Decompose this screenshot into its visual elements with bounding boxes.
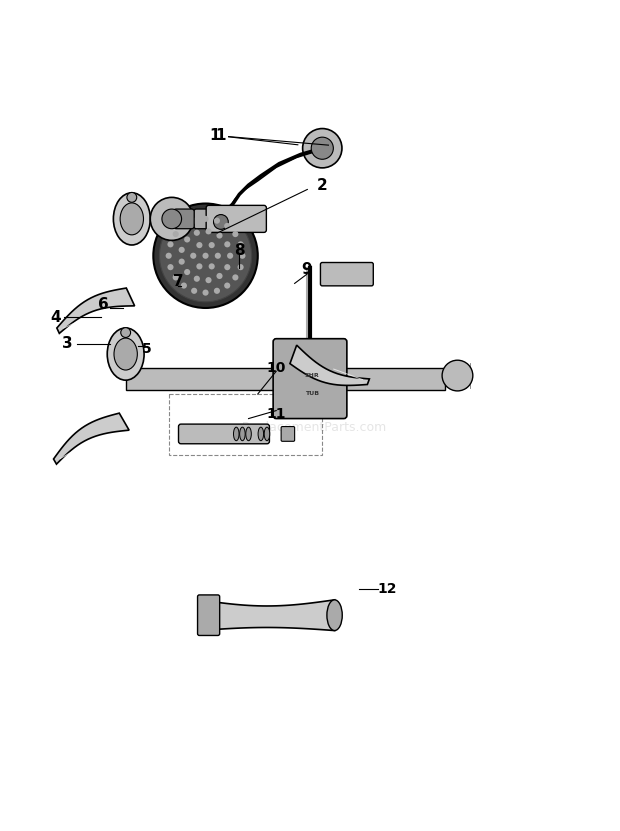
Text: 1: 1 — [216, 129, 226, 144]
Text: TUB: TUB — [305, 391, 319, 396]
Circle shape — [239, 253, 246, 258]
Circle shape — [224, 264, 231, 270]
Ellipse shape — [246, 427, 251, 440]
Polygon shape — [290, 345, 370, 386]
Ellipse shape — [120, 203, 143, 235]
Circle shape — [166, 253, 172, 258]
Circle shape — [207, 209, 234, 235]
Text: 6: 6 — [97, 297, 108, 312]
Text: 8: 8 — [234, 243, 245, 258]
Circle shape — [216, 233, 223, 238]
Ellipse shape — [258, 427, 264, 440]
Circle shape — [215, 253, 221, 258]
Circle shape — [153, 204, 258, 308]
Circle shape — [194, 229, 200, 236]
Ellipse shape — [240, 427, 245, 440]
Circle shape — [237, 241, 244, 248]
Circle shape — [203, 289, 208, 296]
FancyBboxPatch shape — [198, 595, 219, 636]
Circle shape — [167, 264, 174, 270]
Ellipse shape — [327, 600, 342, 631]
FancyBboxPatch shape — [194, 209, 223, 229]
FancyBboxPatch shape — [273, 339, 347, 419]
Polygon shape — [57, 288, 135, 333]
Circle shape — [216, 273, 223, 279]
Circle shape — [127, 193, 137, 202]
Circle shape — [224, 223, 230, 229]
Circle shape — [213, 214, 228, 229]
Circle shape — [181, 223, 187, 229]
Ellipse shape — [107, 328, 144, 380]
Circle shape — [172, 274, 179, 281]
Text: 1: 1 — [210, 129, 220, 144]
Circle shape — [197, 242, 203, 248]
Circle shape — [190, 253, 197, 258]
Circle shape — [194, 276, 200, 282]
Text: 5: 5 — [143, 342, 152, 356]
Text: 4: 4 — [50, 310, 61, 325]
FancyBboxPatch shape — [206, 205, 267, 233]
Circle shape — [224, 283, 230, 288]
Circle shape — [224, 241, 231, 248]
Circle shape — [214, 288, 220, 294]
Circle shape — [205, 277, 211, 283]
Circle shape — [208, 263, 215, 269]
Circle shape — [150, 198, 193, 240]
Text: 7: 7 — [172, 274, 183, 289]
Circle shape — [214, 218, 220, 224]
Circle shape — [237, 264, 244, 270]
Circle shape — [203, 216, 208, 222]
FancyBboxPatch shape — [179, 424, 270, 444]
Text: 10: 10 — [267, 361, 286, 375]
Text: 12: 12 — [377, 582, 397, 596]
Circle shape — [232, 274, 239, 281]
Circle shape — [311, 137, 334, 160]
Text: SHR: SHR — [304, 373, 319, 378]
Text: 2: 2 — [317, 178, 327, 193]
Circle shape — [442, 360, 473, 391]
Polygon shape — [322, 367, 445, 390]
Circle shape — [167, 241, 174, 248]
Circle shape — [159, 209, 252, 302]
FancyBboxPatch shape — [174, 209, 194, 229]
Circle shape — [303, 129, 342, 168]
Ellipse shape — [264, 427, 270, 440]
FancyBboxPatch shape — [281, 426, 294, 441]
Polygon shape — [126, 367, 298, 390]
Text: 3: 3 — [62, 336, 73, 352]
Text: 9: 9 — [301, 263, 312, 278]
Ellipse shape — [114, 338, 138, 370]
Circle shape — [208, 242, 215, 248]
Polygon shape — [53, 413, 129, 465]
Circle shape — [205, 229, 211, 234]
Ellipse shape — [113, 193, 150, 245]
Circle shape — [179, 258, 185, 265]
Circle shape — [121, 327, 131, 337]
Circle shape — [191, 288, 197, 294]
Polygon shape — [200, 600, 335, 631]
Circle shape — [232, 231, 239, 237]
Circle shape — [162, 209, 182, 229]
Circle shape — [191, 218, 197, 224]
Circle shape — [227, 253, 233, 258]
Circle shape — [203, 253, 208, 258]
Circle shape — [179, 247, 185, 253]
Circle shape — [184, 236, 190, 243]
Circle shape — [197, 263, 203, 269]
Circle shape — [184, 269, 190, 275]
Circle shape — [172, 231, 179, 237]
Text: eReplacementParts.com: eReplacementParts.com — [234, 421, 386, 435]
FancyBboxPatch shape — [321, 263, 373, 286]
Ellipse shape — [234, 427, 239, 440]
FancyBboxPatch shape — [224, 209, 267, 229]
Text: 11: 11 — [267, 407, 286, 421]
Circle shape — [181, 283, 187, 288]
